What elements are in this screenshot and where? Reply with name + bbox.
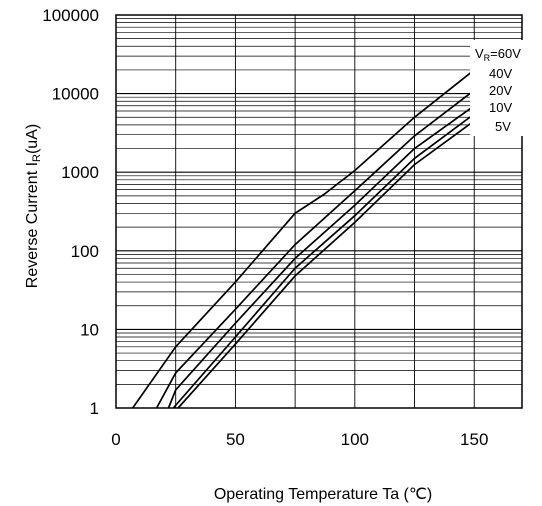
series-layer (132, 69, 475, 409)
plot-frame (115, 14, 523, 409)
y-tick-label: 10000 (52, 85, 99, 104)
series-line-3 (172, 113, 475, 409)
legend-entry-10v: 10V (489, 100, 512, 115)
legend-v-prefix: V (475, 46, 484, 61)
grid-minor (116, 18, 522, 385)
x-tick-label: 50 (226, 430, 245, 449)
legend-entry-20v: 20V (489, 83, 512, 98)
x-tick-label: 150 (460, 430, 488, 449)
y-axis-title-unit: (uA) (24, 124, 41, 154)
y-tick-label: 100000 (42, 6, 99, 25)
grid-major (116, 14, 522, 409)
y-tick-label: 10 (80, 320, 99, 339)
legend-entry-40v: 40V (489, 66, 512, 81)
y-axis-ticks: 1 10 100 1000 10000 100000 (42, 6, 99, 418)
series-line-4 (177, 120, 475, 409)
series-line-2 (167, 105, 475, 409)
x-tick-label: 0 (111, 430, 120, 449)
legend-background (470, 40, 526, 136)
legend-entry-5v: 5V (495, 119, 511, 134)
x-axis-title: Operating Temperature Ta (℃) (214, 486, 432, 503)
y-axis-title-sub: R (31, 154, 43, 162)
legend: VR=60V 40V 20V 10V 5V (470, 40, 526, 136)
x-axis-ticks: 0 50 100 150 (111, 430, 488, 449)
series-line-0 (132, 69, 475, 409)
legend-entry-60v: VR=60V (475, 46, 521, 63)
y-tick-label: 1 (90, 399, 99, 418)
series-line-1 (155, 89, 475, 409)
x-tick-label: 100 (341, 430, 369, 449)
y-axis-title-main: Reverse Current I (24, 162, 41, 288)
y-tick-label: 1000 (61, 163, 99, 182)
legend-v-sub: R (484, 53, 491, 63)
y-tick-label: 100 (71, 242, 99, 261)
legend-entry-label: =60V (490, 46, 521, 61)
y-axis-title: Reverse Current IR(uA) (24, 124, 43, 288)
